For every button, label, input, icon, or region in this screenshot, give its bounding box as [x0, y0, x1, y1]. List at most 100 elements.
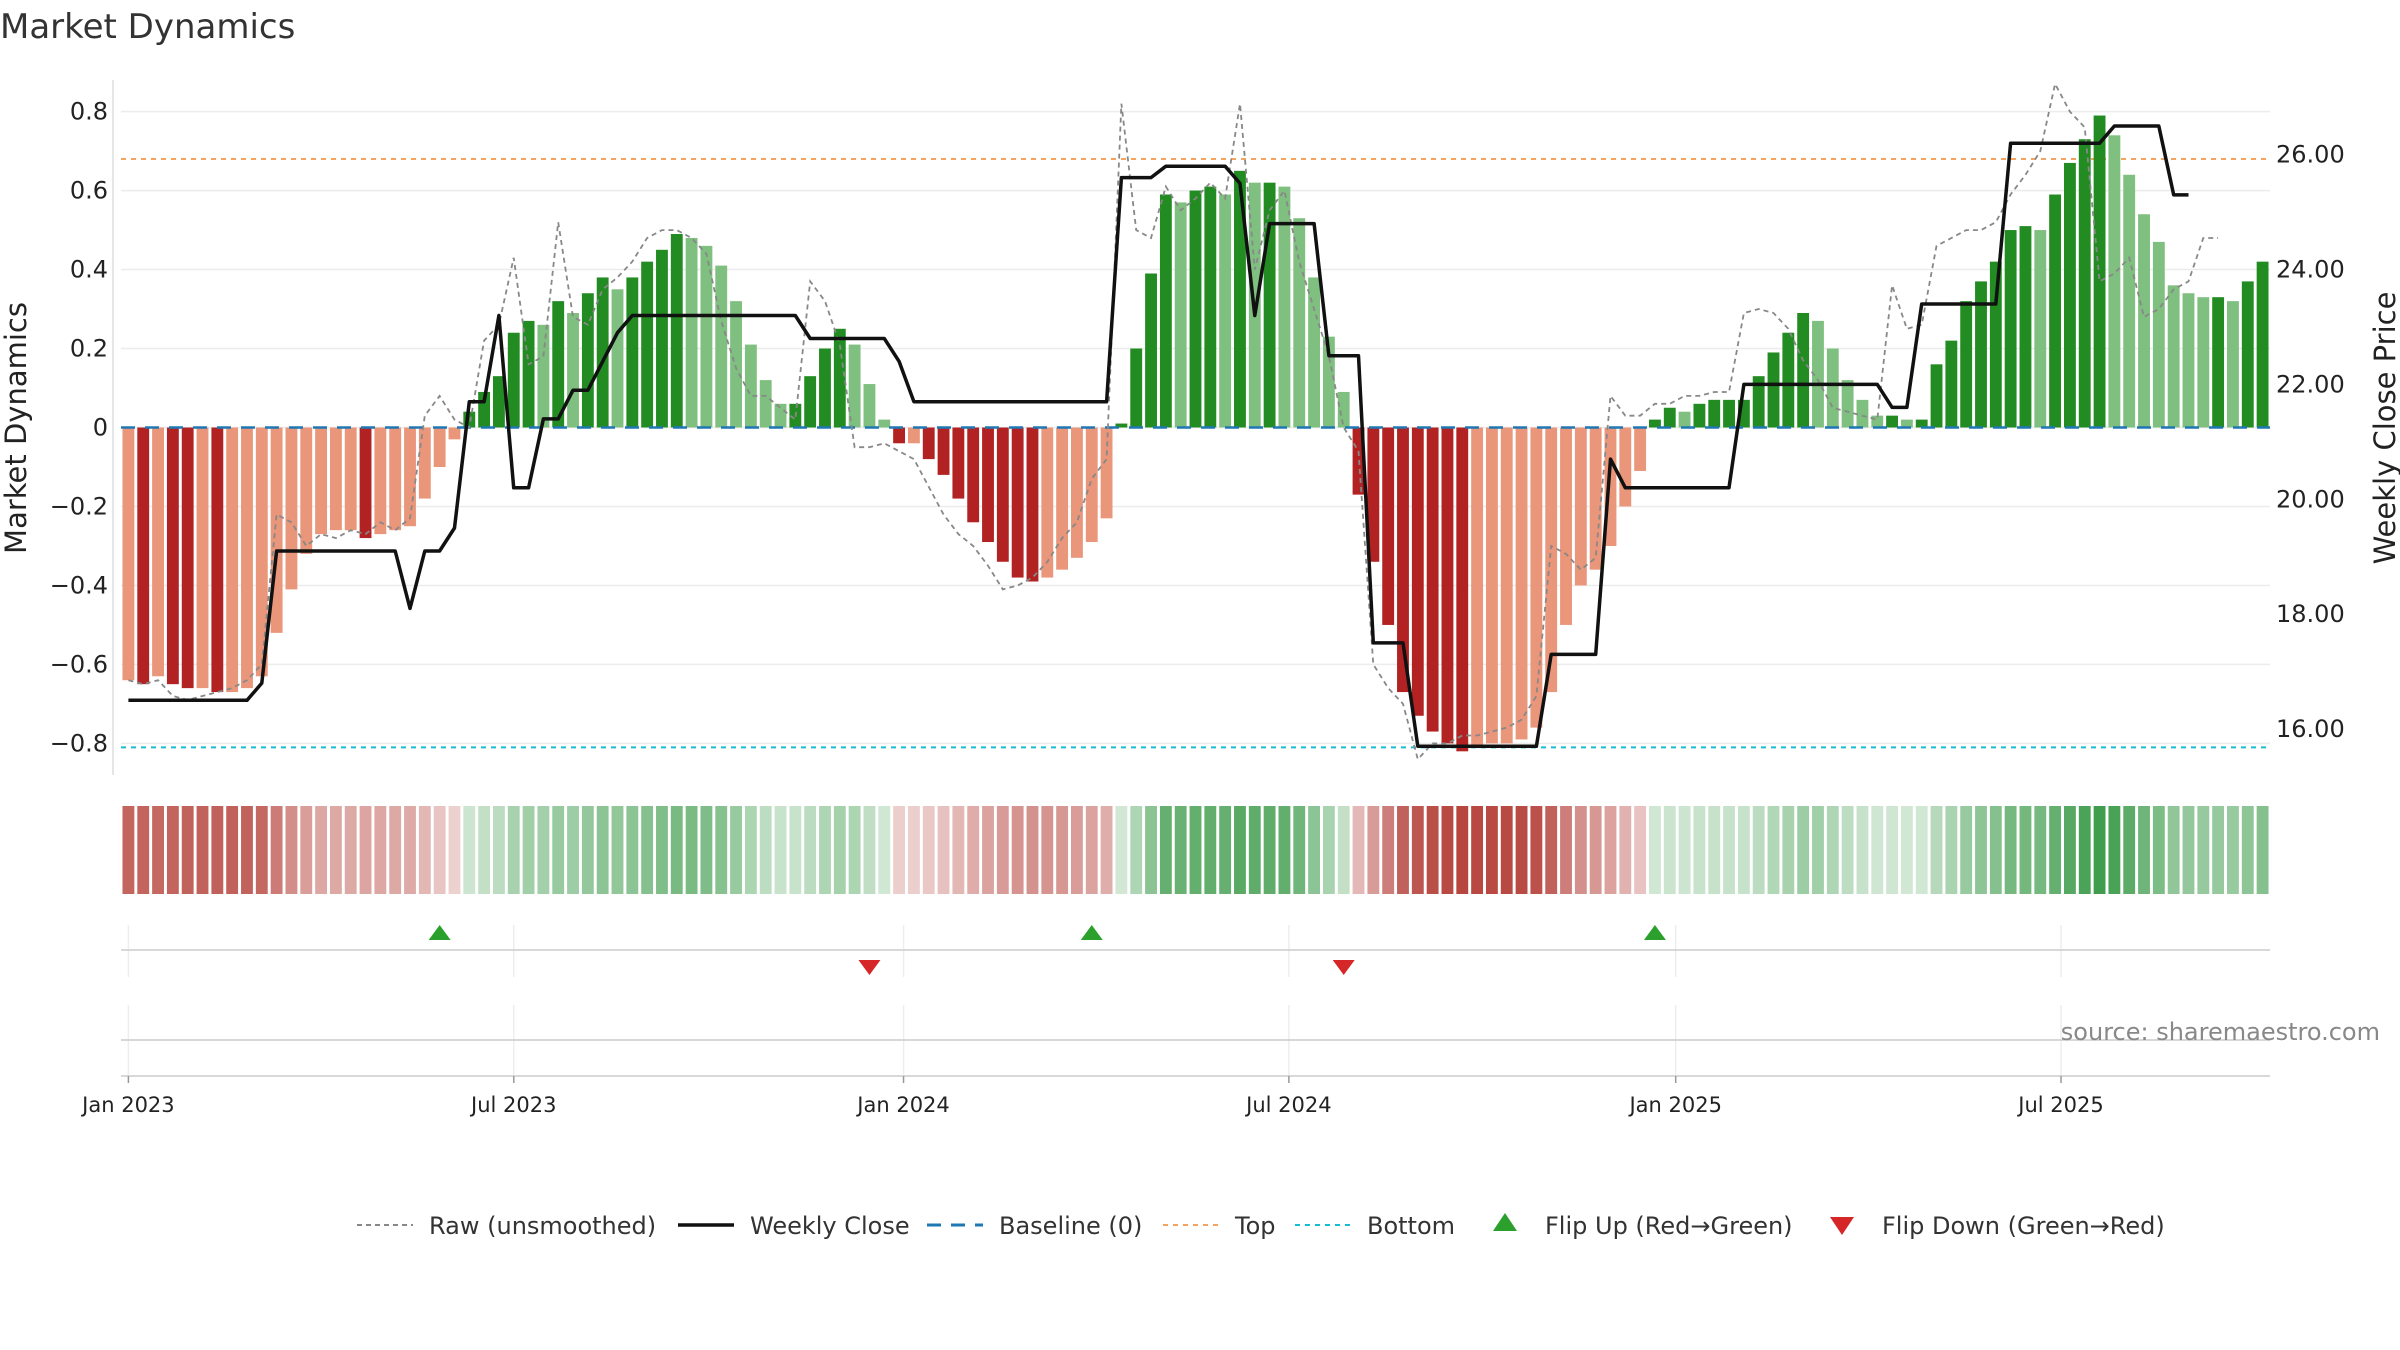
heat-strip-cell	[937, 806, 950, 894]
dynamics-bar	[2078, 139, 2091, 428]
heat-strip-cell	[1619, 806, 1632, 894]
heat-strip-cell	[2123, 806, 2136, 894]
date-tick-label: Jan 2024	[855, 1093, 950, 1117]
heat-strip-cell	[1960, 806, 1973, 894]
heat-strip-cell	[1737, 806, 1750, 894]
heat-strip-cell	[1900, 806, 1913, 894]
dynamics-bar	[537, 324, 550, 428]
dynamics-bar	[1159, 194, 1172, 428]
dynamics-bar	[241, 427, 253, 689]
left-tick-label: 0.4	[70, 256, 108, 284]
dynamics-bar	[448, 427, 461, 440]
left-tick-label: 0.8	[70, 98, 108, 126]
heat-strip-cell	[1545, 806, 1558, 894]
dynamics-bar	[1634, 427, 1647, 471]
date-tick-label: Jul 2024	[1244, 1093, 1331, 1117]
dynamics-bar	[2241, 281, 2254, 428]
dynamics-bar	[507, 332, 520, 428]
dynamics-bar	[492, 376, 505, 428]
dynamics-bar	[700, 245, 713, 428]
legend-entry-label: Weekly Close	[750, 1212, 910, 1240]
weekly-close-series	[128, 124, 2189, 749]
heat-strip-cell	[478, 806, 491, 894]
heat-strip-cell	[2049, 806, 2062, 894]
dynamics-bar	[522, 320, 535, 428]
dynamics-bar	[1056, 427, 1069, 570]
dynamics-bar	[2182, 293, 2195, 428]
heat-strip-cell	[967, 806, 980, 894]
heat-strip-cell	[2227, 806, 2239, 894]
heat-strip-cell	[819, 806, 831, 894]
flip-up-marker	[1080, 925, 1103, 940]
heat-strip-cell	[982, 806, 994, 894]
heat-strip-cell	[1278, 806, 1291, 894]
heat-strip-cell	[507, 806, 520, 894]
dynamics-bar	[2197, 297, 2210, 428]
right-tick-label: 18.00	[2276, 600, 2345, 628]
heat-strip-cell	[1056, 806, 1069, 894]
heat-strip-cell	[670, 806, 683, 894]
dynamics-bar	[1500, 427, 1513, 744]
dynamics-bar	[1678, 411, 1691, 428]
dynamics-bar	[1278, 186, 1291, 428]
dynamics-bar	[2227, 301, 2239, 428]
date-axis: Jan 2023 Jul 2023 Jan 2024 Jul 2024 Jan 2025…	[80, 1076, 2104, 1117]
heat-strip-cell	[1589, 806, 1602, 894]
dynamics-bar	[1234, 170, 1246, 428]
dynamics-bar	[1115, 423, 1128, 428]
dynamics-bar	[744, 344, 757, 428]
heat-strip-cell	[537, 806, 550, 894]
dynamics-bar	[1619, 427, 1632, 507]
heat-strip-cell	[863, 806, 876, 894]
dynamics-bar	[1041, 427, 1054, 578]
heat-strip-cell	[329, 806, 342, 894]
heat-strip-cell	[878, 806, 891, 894]
dynamics-bar	[463, 411, 476, 428]
dynamics-bar	[2108, 135, 2121, 428]
heat-strip-cell	[2138, 806, 2150, 894]
heat-strip-cell	[1337, 806, 1350, 894]
dynamics-bar	[344, 427, 357, 531]
source-note: source: sharemaestro.com	[2061, 1018, 2380, 1046]
dynamics-bar	[1471, 427, 1484, 748]
dynamics-bar	[433, 427, 446, 467]
dynamics-bar	[907, 427, 920, 444]
dynamics-bar	[2004, 230, 2017, 428]
dynamics-bar	[1426, 427, 1439, 732]
heat-strip-cell	[1530, 806, 1543, 894]
heat-strip-cell	[1397, 806, 1409, 894]
dynamics-bar	[2152, 241, 2165, 428]
dynamics-bar	[1189, 190, 1202, 428]
dynamics-bar	[1130, 348, 1143, 428]
heat-strip-cell	[922, 806, 935, 894]
dynamics-bar	[1560, 427, 1572, 625]
raw-unsmoothed-series	[128, 81, 2219, 761]
left-tick-label: 0.6	[70, 177, 108, 205]
dynamics-bar	[2093, 115, 2106, 428]
dynamics-bar	[730, 301, 742, 428]
heat-strip-cell	[611, 806, 624, 894]
heat-strip-cell	[137, 806, 150, 894]
left-tick-label: −0.8	[50, 729, 108, 757]
heat-strip-cell	[448, 806, 461, 894]
dynamics-bar	[1589, 427, 1602, 570]
dynamics-bar	[626, 277, 639, 428]
heat-strip-cell	[463, 806, 476, 894]
heat-strip-cell	[418, 806, 431, 894]
dynamics-bar	[656, 249, 668, 428]
heat-strip-cell	[1945, 806, 1958, 894]
dynamics-bar	[1649, 419, 1661, 428]
dynamics-bar	[1485, 427, 1498, 744]
heat-strip-cell	[789, 806, 802, 894]
heat-strip-cell	[1930, 806, 1943, 894]
heat-strip-cell	[567, 806, 579, 894]
heat-strip-cell	[1115, 806, 1128, 894]
dynamics-bar	[1960, 301, 1973, 428]
heat-strip-cell	[122, 806, 135, 894]
legend-entry-label: Flip Down (Green→Red)	[1882, 1212, 2165, 1240]
heat-strip-cell	[626, 806, 639, 894]
left-tick-label: 0	[93, 414, 108, 442]
heat-strip-cell	[1426, 806, 1439, 894]
dynamics-bar	[2138, 214, 2150, 428]
legend: Raw (unsmoothed) Weekly Close Baseline (0)…	[357, 1212, 2165, 1240]
